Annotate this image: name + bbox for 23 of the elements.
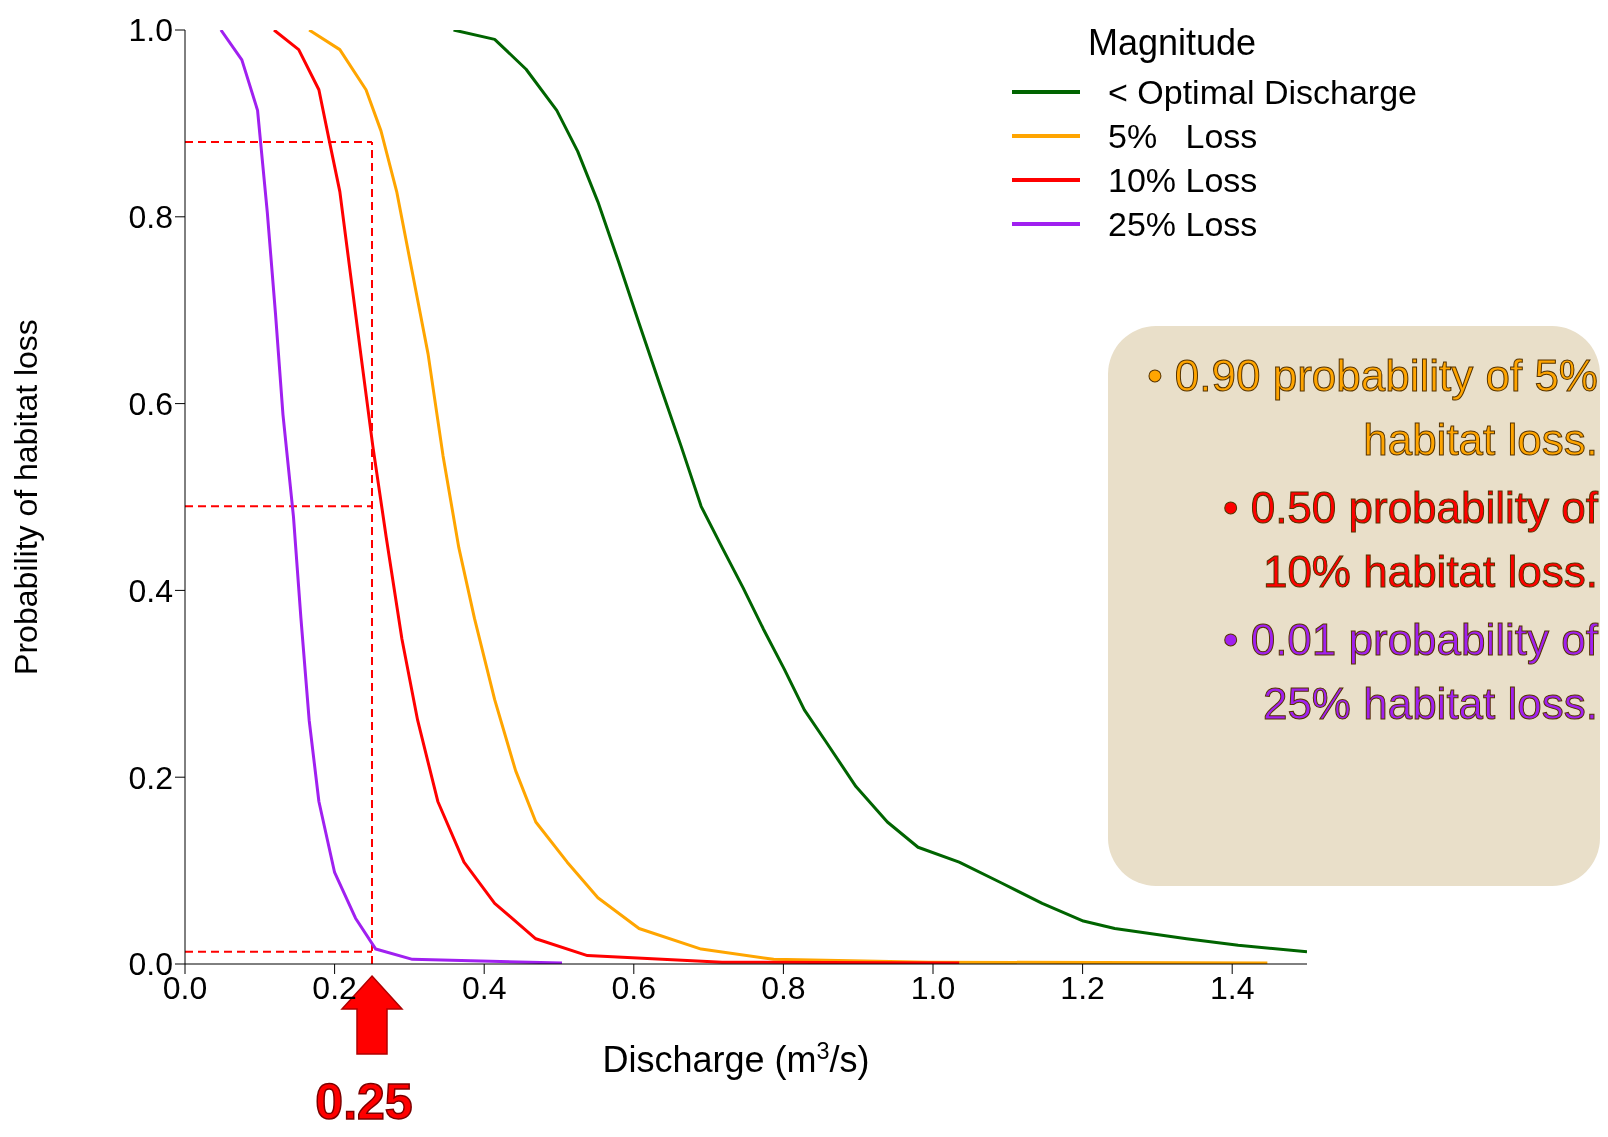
x-tick-label: 0.2 [312, 969, 357, 1006]
x-tick-label: 0.4 [461, 969, 507, 1006]
x-tick-label: 1.4 [1209, 969, 1255, 1006]
x-tick-label: 0.6 [611, 969, 657, 1006]
x-tick-label: 1.0 [910, 969, 956, 1006]
y-tick-label: 1.0 [128, 12, 173, 49]
annotation: • 0.01 probability of 25% habitat loss. [1222, 614, 1598, 730]
ref-line-label: 0.25 [315, 1074, 413, 1130]
x-tick-label: 1.2 [1060, 969, 1105, 1006]
y-axis-title: Probability of habitat loss [8, 319, 45, 675]
legend-label: < Optimal Discharge [1108, 72, 1417, 112]
legend-title: Magnitude [1088, 22, 1258, 64]
legend-label: 5% Loss [1108, 116, 1258, 156]
annotation: • 0.50 probability of 10% habitat loss. [1222, 482, 1598, 598]
x-axis-title: Discharge (m$^{3}$/s) [602, 1038, 870, 1080]
legend-label: 10% Loss [1108, 160, 1258, 200]
legend-label: 25% Loss [1108, 204, 1258, 244]
x-tick-label: 0.8 [761, 969, 806, 1006]
y-tick-label: 0.8 [128, 199, 173, 236]
y-tick-label: 0.4 [128, 572, 173, 609]
y-tick-label: 0.2 [128, 759, 173, 796]
y-tick-label: 0.6 [128, 385, 173, 422]
annotation: • 0.90 probability of 5% habitat loss. [1146, 350, 1598, 466]
